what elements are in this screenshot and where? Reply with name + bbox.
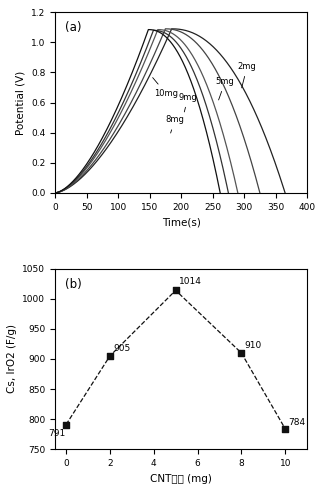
Point [64,421,69,429]
Point [283,425,288,433]
Text: 791: 791 [48,429,65,438]
Text: 9mg: 9mg [179,93,198,112]
Text: 10mg: 10mg [153,78,178,98]
Text: 1014: 1014 [179,277,202,286]
Text: 905: 905 [113,344,130,353]
Text: (a): (a) [65,21,82,34]
Y-axis label: Potential (V): Potential (V) [15,70,26,135]
Text: 910: 910 [245,341,262,350]
X-axis label: CNT含量 (mg): CNT含量 (mg) [150,473,212,484]
Text: 784: 784 [289,418,306,427]
X-axis label: Time(s): Time(s) [162,217,201,227]
Point [173,286,178,294]
Text: 8mg: 8mg [165,115,184,133]
Text: 2mg: 2mg [238,62,257,88]
Text: 5mg: 5mg [216,77,235,100]
Point [107,352,112,360]
Point [239,349,244,357]
Text: (b): (b) [65,278,82,291]
Y-axis label: Cs, IrO2 (F/g): Cs, IrO2 (F/g) [7,325,17,393]
